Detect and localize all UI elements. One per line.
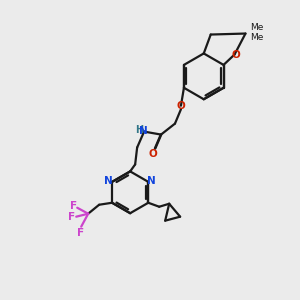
Text: H: H xyxy=(135,124,143,135)
Text: F: F xyxy=(77,228,84,238)
Text: N: N xyxy=(104,176,113,186)
Text: N: N xyxy=(139,126,148,136)
Text: N: N xyxy=(148,176,156,186)
Text: Me: Me xyxy=(250,33,263,42)
Text: O: O xyxy=(149,149,158,160)
Text: O: O xyxy=(231,50,240,59)
Text: O: O xyxy=(177,101,185,111)
Text: F: F xyxy=(68,212,75,222)
Text: F: F xyxy=(70,201,77,211)
Text: Me: Me xyxy=(250,23,263,32)
